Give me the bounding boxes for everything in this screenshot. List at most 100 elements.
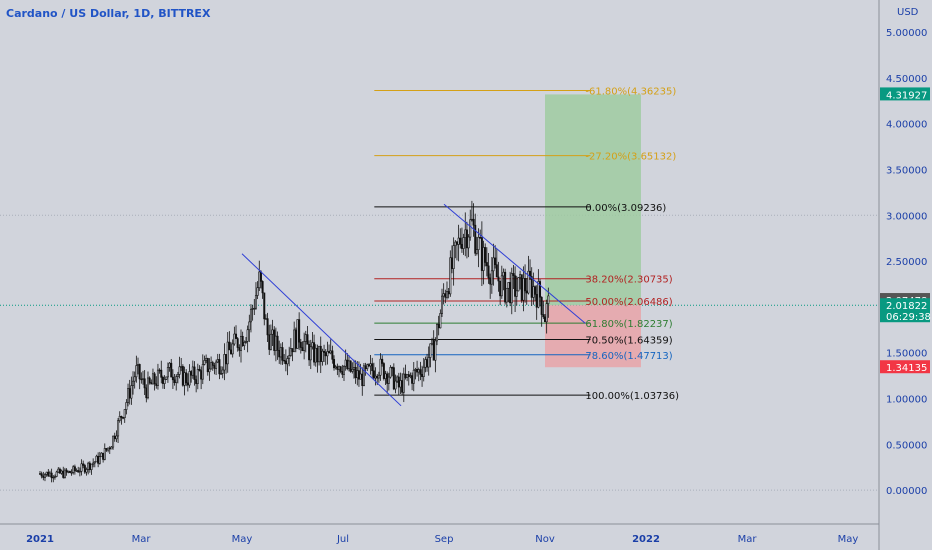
y-tick-label: 3.50000 (886, 165, 927, 176)
candle-body (530, 276, 533, 298)
candle-body (437, 324, 440, 329)
candle-body (161, 377, 164, 384)
y-tick-label: 0.00000 (886, 486, 927, 497)
candle-body (178, 366, 181, 375)
candle-body (50, 472, 53, 479)
candle-body (88, 462, 91, 470)
candle-body (374, 375, 377, 379)
candle-body (127, 388, 130, 403)
candle-body (454, 241, 457, 246)
candle-body (455, 241, 458, 245)
candle-body (547, 295, 550, 304)
candle-body (394, 380, 397, 390)
candle-body (133, 376, 136, 382)
candle-body (384, 373, 387, 379)
candle-body (537, 281, 540, 308)
candle-body (218, 359, 221, 375)
candle-body (367, 364, 370, 367)
candle-body (299, 341, 302, 348)
candle-body (304, 334, 307, 342)
y-tick-label: 5.00000 (886, 28, 927, 39)
x-tick-label: Mar (132, 534, 152, 545)
candle-body (48, 472, 51, 477)
candle-body (331, 350, 334, 360)
candle-body (132, 380, 135, 386)
candle-body (241, 335, 244, 347)
candle-body (402, 373, 405, 393)
candle-body (376, 375, 379, 379)
fib-level-label: -27.20%(3.65132) (585, 152, 676, 163)
candle-body (507, 282, 510, 289)
candle-body (78, 470, 81, 473)
x-tick-label: May (838, 534, 859, 545)
candle-body (47, 471, 50, 477)
candle-body (236, 338, 239, 348)
candle-body (452, 245, 455, 269)
candle-body (269, 333, 272, 350)
candle-body (92, 462, 95, 465)
candle-body (158, 369, 161, 372)
candle-body (200, 370, 203, 380)
candle-body (102, 452, 105, 460)
x-tick-label: Jul (336, 534, 349, 545)
candle-body (464, 229, 467, 238)
candle-body (346, 359, 349, 369)
candle-body (97, 455, 100, 464)
candle-body (155, 383, 158, 386)
fib-level-label: 0.00%(3.09236) (585, 203, 666, 214)
candle-body (479, 236, 482, 239)
candle-body (150, 382, 153, 385)
plot-background (0, 0, 879, 524)
fib-level-label: 100.00%(1.03736) (585, 391, 679, 402)
candle-body (38, 473, 41, 475)
candle-body (165, 376, 168, 380)
candle-body (436, 324, 439, 342)
y-tick-label: 0.50000 (886, 440, 927, 451)
candle-body (519, 274, 522, 278)
candle-body (381, 358, 384, 364)
candle-body (469, 219, 472, 238)
candle-body (130, 385, 133, 399)
candle-body (230, 349, 233, 355)
candle-body (539, 281, 542, 298)
candle-body (223, 354, 226, 371)
candle-body (431, 339, 434, 345)
candle-body (72, 466, 75, 473)
candle-body (391, 367, 394, 369)
candle-body (43, 474, 46, 478)
candle-body (75, 470, 78, 472)
fib-level-label: -61.80%(4.36235) (585, 86, 676, 97)
candle-body (108, 447, 111, 450)
candle-body (497, 276, 500, 282)
candle-body (372, 370, 375, 379)
candle-body (397, 376, 400, 388)
candle-body (460, 243, 463, 249)
price-tag-box (880, 360, 930, 374)
x-axis-background (0, 524, 879, 550)
x-tick-label: Mar (738, 534, 758, 545)
candle-body (500, 275, 503, 297)
fib-level-label: 78.60%(1.47713) (585, 351, 672, 362)
candle-body (470, 218, 473, 221)
candle-body (289, 348, 292, 356)
candle-body (65, 469, 68, 473)
y-tick-label: 4.00000 (886, 120, 927, 131)
candle-body (293, 329, 296, 353)
candle-body (535, 294, 538, 308)
candle-body (196, 368, 199, 384)
candle-body (201, 364, 204, 380)
candle-body (249, 308, 252, 323)
candle-body (281, 347, 284, 361)
candle-body (107, 447, 110, 451)
candle-body (263, 292, 266, 320)
candle-body (366, 364, 369, 370)
candle-body (520, 274, 523, 301)
y-tick-label: 1.00000 (886, 394, 927, 405)
x-tick-label: Sep (435, 534, 454, 545)
candle-body (151, 373, 154, 385)
candle-body (63, 469, 66, 478)
candle-body (311, 342, 314, 348)
candle-body (55, 471, 58, 477)
candle-body (90, 463, 93, 470)
